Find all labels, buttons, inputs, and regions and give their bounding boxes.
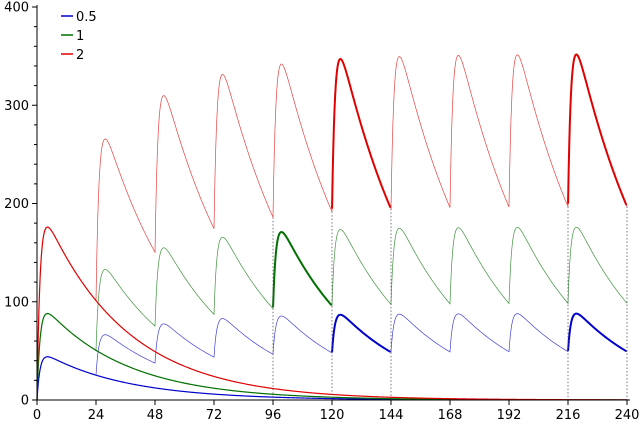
series-2-highlight-120	[331, 58, 392, 209]
y-tick-label: 100	[4, 295, 29, 310]
x-tick-label: 240	[615, 408, 640, 423]
y-tick-label: 300	[4, 99, 29, 114]
ticks: 0 24 48 72 96 120 144 168 192 216 240 0 100 200 300 400	[4, 1, 639, 424]
series-1-highlight-96	[272, 231, 333, 308]
series-0-5-multi-dose-line	[95, 313, 628, 376]
series-1-multi-dose-line	[95, 226, 628, 351]
legend-label-1: 1	[76, 29, 84, 44]
legend: 0.5 1 2	[61, 10, 97, 63]
x-tick-label: 48	[147, 408, 164, 423]
guide-lines	[272, 206, 628, 400]
x-tick-label: 192	[497, 408, 522, 423]
y-tick-label: 400	[4, 1, 29, 16]
x-tick-label: 72	[206, 408, 223, 423]
legend-label-2: 2	[76, 48, 84, 63]
series-0-5-highlight-120	[331, 313, 391, 353]
y-tick-label: 0	[21, 394, 29, 409]
y-tick-label: 200	[4, 197, 29, 212]
legend-label-0-5: 0.5	[76, 10, 97, 25]
series-2-highlight-216	[567, 53, 628, 206]
x-tick-label: 24	[88, 408, 105, 423]
x-tick-label: 168	[438, 408, 463, 423]
axes	[36, 5, 630, 401]
x-tick-label: 96	[265, 408, 282, 423]
x-tick-label: 0	[33, 408, 41, 423]
x-tick-label: 216	[556, 408, 581, 423]
series-0-5-highlight-216	[567, 312, 627, 353]
x-tick-label: 120	[320, 408, 345, 423]
x-tick-label: 144	[379, 408, 404, 423]
